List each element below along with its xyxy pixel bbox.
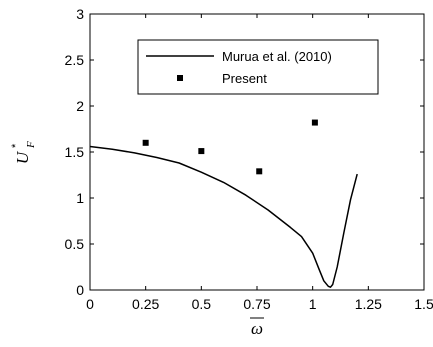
x-tick-label: 0.25: [132, 296, 159, 312]
y-tick-label: 2.5: [65, 52, 85, 68]
legend: Murua et al. (2010) Present: [137, 39, 379, 95]
x-axis: 0 0.25 0.5 0.75 1 1.25 1.5: [86, 14, 433, 312]
data-point-present: [256, 168, 263, 175]
y-tick-label: 0: [76, 282, 84, 298]
legend-box: [137, 39, 379, 95]
x-tick-label: 0.5: [192, 296, 212, 312]
y-tick-label: 3: [76, 6, 84, 22]
y-axis-title-base: U: [13, 150, 32, 164]
y-axis-title: U * F: [10, 141, 37, 164]
x-tick-label: 1.5: [414, 296, 433, 312]
x-tick-label: 0: [86, 296, 94, 312]
y-axis-title-subscript: F: [25, 141, 37, 149]
y-tick-label: 1: [76, 190, 84, 206]
data-point-present: [198, 148, 205, 155]
legend-label: Murua et al. (2010): [222, 49, 332, 64]
x-tick-label: 0.75: [243, 296, 270, 312]
y-axis: 0 0.5 1 1.5 2 2.5 3: [65, 6, 424, 298]
data-point-present: [311, 119, 318, 126]
series-line-murua: [89, 145, 358, 288]
x-tick-label: 1: [309, 296, 317, 312]
y-tick-label: 1.5: [65, 144, 85, 160]
y-tick-label: 2: [76, 98, 84, 114]
y-tick-label: 0.5: [65, 236, 85, 252]
data-point-present: [142, 139, 149, 146]
legend-marker-sample: [177, 75, 183, 81]
x-axis-title: ω: [251, 319, 263, 338]
series-layer: [89, 119, 358, 288]
axis-titles: ω U * F: [10, 141, 264, 338]
legend-label: Present: [222, 71, 267, 86]
x-tick-label: 1.25: [355, 296, 382, 312]
y-axis-title-superscript: *: [10, 143, 22, 148]
